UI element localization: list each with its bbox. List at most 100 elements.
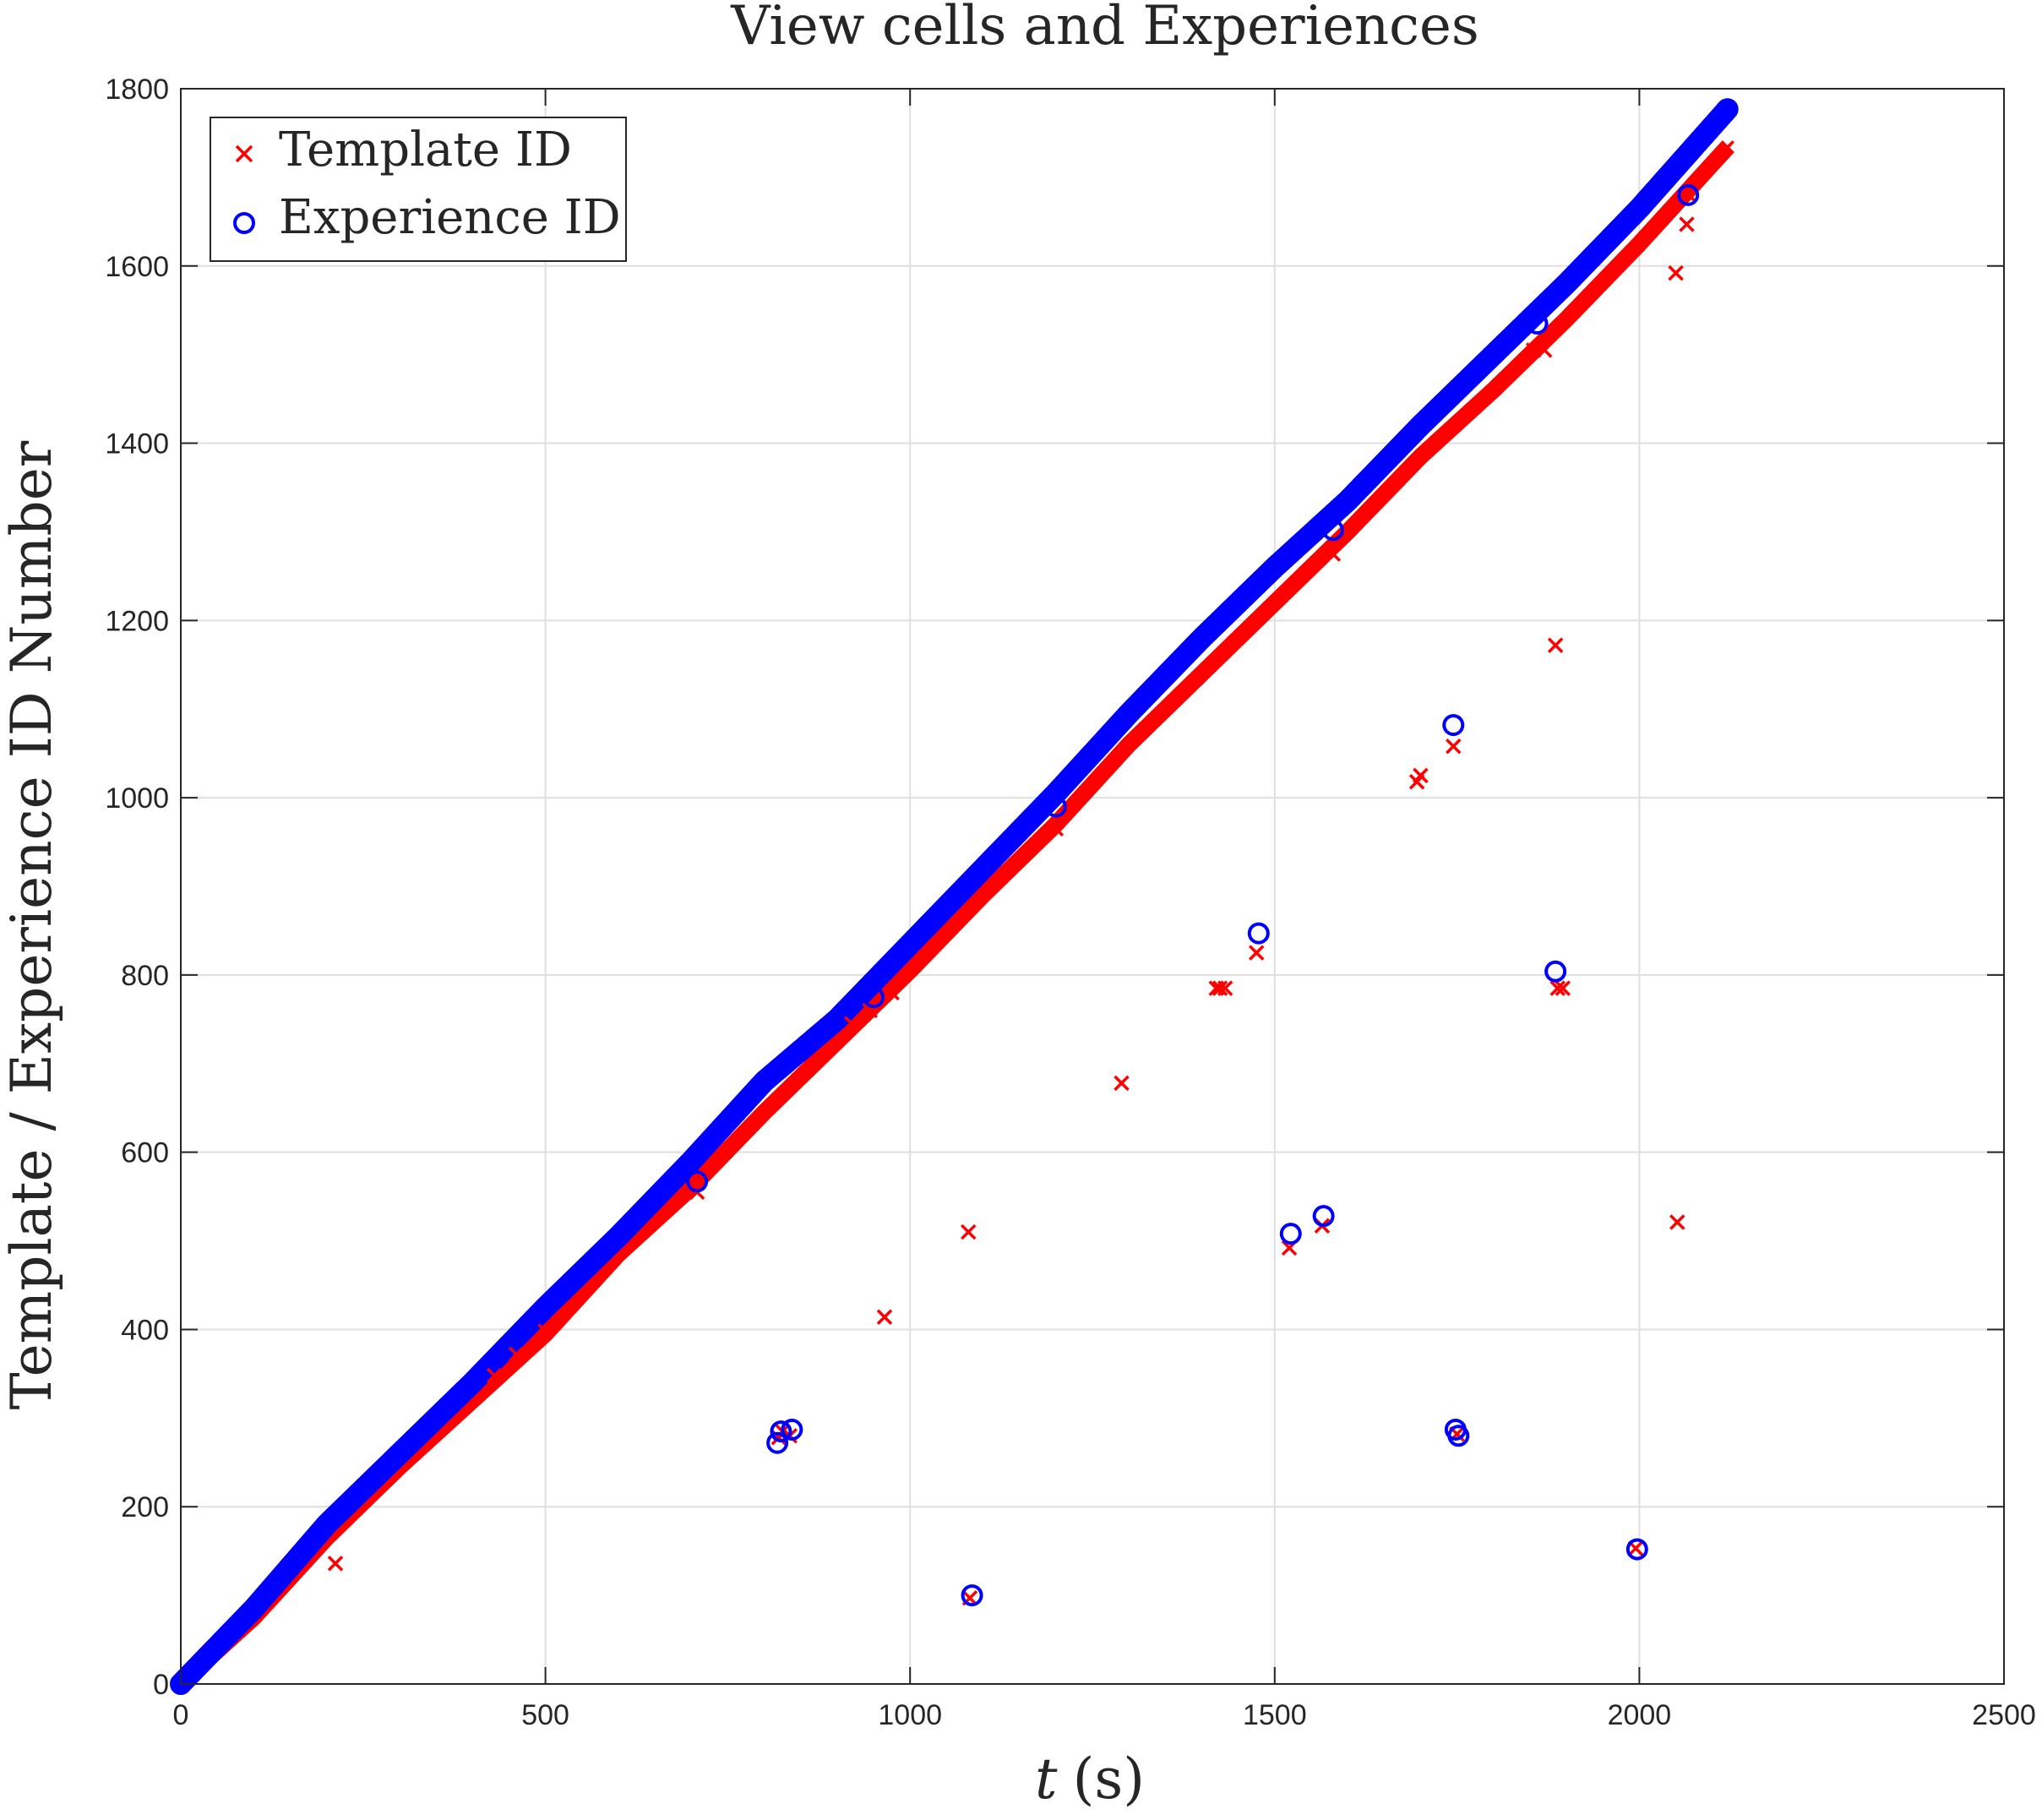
y-tick-label: 1400 bbox=[105, 428, 169, 460]
template-id-outlier bbox=[1325, 546, 1342, 562]
template-id-outlier bbox=[1536, 342, 1553, 358]
experience-id-outlier bbox=[1247, 922, 1270, 945]
experience-id-outliers bbox=[686, 183, 1700, 1607]
plot-frame bbox=[180, 88, 2005, 1685]
x-stroke bbox=[1048, 820, 1065, 837]
y-tick-label: 400 bbox=[121, 1314, 169, 1346]
template-id-outlier bbox=[508, 1346, 525, 1363]
experience-id-outlier bbox=[1526, 312, 1549, 335]
template-id-trend bbox=[173, 140, 1734, 1692]
experience-id-outlier bbox=[1447, 1425, 1470, 1447]
experience-id-outlier bbox=[1625, 1538, 1648, 1561]
template-id-outlier bbox=[1668, 264, 1684, 281]
experience-id-outlier bbox=[686, 1170, 709, 1193]
legend-label-experience: Experience ID bbox=[279, 190, 621, 245]
experience-id-outlier bbox=[961, 1584, 983, 1607]
x-stroke bbox=[1555, 980, 1571, 996]
template-id-outlier bbox=[1217, 980, 1233, 996]
legend-marker-experience bbox=[233, 212, 255, 234]
x-stroke bbox=[537, 1323, 553, 1339]
x-stroke bbox=[1114, 1075, 1130, 1092]
grid-lines bbox=[180, 88, 2005, 1685]
x-stroke bbox=[1668, 264, 1684, 281]
x-stroke bbox=[884, 984, 900, 1001]
template-id-outlier bbox=[1679, 216, 1695, 232]
template-id-outlier bbox=[1549, 980, 1566, 996]
experience-id-outlier bbox=[1279, 1223, 1302, 1245]
x-axis-variable: t bbox=[1035, 1746, 1058, 1812]
experience-id-trend bbox=[170, 98, 1739, 1695]
x-stroke bbox=[1217, 980, 1233, 996]
experience-id-outlier bbox=[1312, 1205, 1335, 1228]
template-id-outlier bbox=[486, 1367, 503, 1384]
legend: Template ID Experience ID bbox=[210, 117, 627, 262]
x-stroke bbox=[486, 1367, 503, 1384]
x-stroke bbox=[235, 144, 253, 163]
x-stroke bbox=[327, 1556, 344, 1572]
experience-id-outlier bbox=[1321, 519, 1344, 542]
x-stroke bbox=[1248, 945, 1265, 961]
experience-id-outlier bbox=[1677, 183, 1700, 206]
x-stroke bbox=[961, 1223, 977, 1240]
template-id-outlier bbox=[843, 1016, 860, 1032]
x-axis-unit: (s) bbox=[1073, 1746, 1145, 1812]
x-stroke bbox=[876, 1309, 893, 1325]
experience-id-outlier bbox=[1544, 960, 1567, 983]
y-tick-label: 600 bbox=[121, 1137, 169, 1169]
axes: 0 500 1000 1500 2000 2500 0 200 400 600 800 1000 120… bbox=[105, 74, 2035, 1731]
x-stroke bbox=[1325, 546, 1342, 562]
experience-id-point bbox=[1716, 98, 1739, 121]
x-stroke bbox=[1669, 1214, 1685, 1230]
x-stroke bbox=[508, 1346, 525, 1363]
template-id-outlier bbox=[1114, 1075, 1130, 1092]
template-id-outlier bbox=[327, 1556, 344, 1572]
x-stroke bbox=[1679, 216, 1695, 232]
experience-id-outlier bbox=[1044, 795, 1067, 818]
x-tick-label: 1500 bbox=[1243, 1699, 1307, 1731]
chart-title: View cells and Experiences bbox=[730, 0, 1478, 57]
legend-marker-template bbox=[235, 144, 253, 163]
template-id-outlier bbox=[884, 984, 900, 1001]
y-tick-label: 1800 bbox=[105, 74, 169, 106]
x-stroke bbox=[1212, 980, 1228, 996]
legend-x-marker bbox=[235, 144, 253, 163]
x-stroke bbox=[1547, 637, 1564, 653]
x-tick-label: 1000 bbox=[878, 1699, 942, 1731]
x-tick-label: 2500 bbox=[1972, 1699, 2036, 1731]
x-stroke bbox=[1680, 187, 1697, 204]
y-tick-label: 800 bbox=[121, 960, 169, 992]
experience-id-outlier bbox=[770, 1420, 792, 1443]
y-tick-label: 1000 bbox=[105, 782, 169, 815]
template-id-outlier bbox=[1669, 1214, 1685, 1230]
y-tick-label: 1200 bbox=[105, 605, 169, 637]
x-tick-label: 500 bbox=[521, 1699, 569, 1731]
legend-label-template: Template ID bbox=[279, 123, 572, 177]
y-tick-label: 200 bbox=[121, 1491, 169, 1523]
y-tick-label: 1600 bbox=[105, 251, 169, 283]
data-marks bbox=[170, 98, 1739, 1695]
template-id-outlier bbox=[1212, 980, 1228, 996]
y-tick-label: 0 bbox=[153, 1669, 169, 1701]
template-id-outlier bbox=[1248, 945, 1265, 961]
legend-o-marker bbox=[233, 212, 255, 234]
experience-id-outlier bbox=[781, 1418, 803, 1441]
legend-box bbox=[210, 117, 627, 262]
template-id-outlier bbox=[1555, 980, 1571, 996]
template-id-outlier bbox=[537, 1323, 553, 1339]
template-id-outlier bbox=[1547, 637, 1564, 653]
experience-id-outlier bbox=[766, 1431, 789, 1454]
template-id-outlier bbox=[961, 1223, 977, 1240]
template-id-outlier bbox=[1048, 820, 1065, 837]
x-tick-label: 0 bbox=[173, 1699, 189, 1731]
template-id-point bbox=[1720, 140, 1734, 155]
template-id-outlier bbox=[1446, 738, 1462, 755]
x-stroke bbox=[843, 1016, 860, 1032]
x-stroke bbox=[1720, 140, 1734, 155]
x-stroke bbox=[1549, 980, 1566, 996]
experience-id-outlier bbox=[863, 986, 885, 1009]
x-tick-label: 2000 bbox=[1608, 1699, 1672, 1731]
template-id-outlier bbox=[1413, 767, 1429, 784]
experience-id-outlier bbox=[1442, 714, 1465, 737]
